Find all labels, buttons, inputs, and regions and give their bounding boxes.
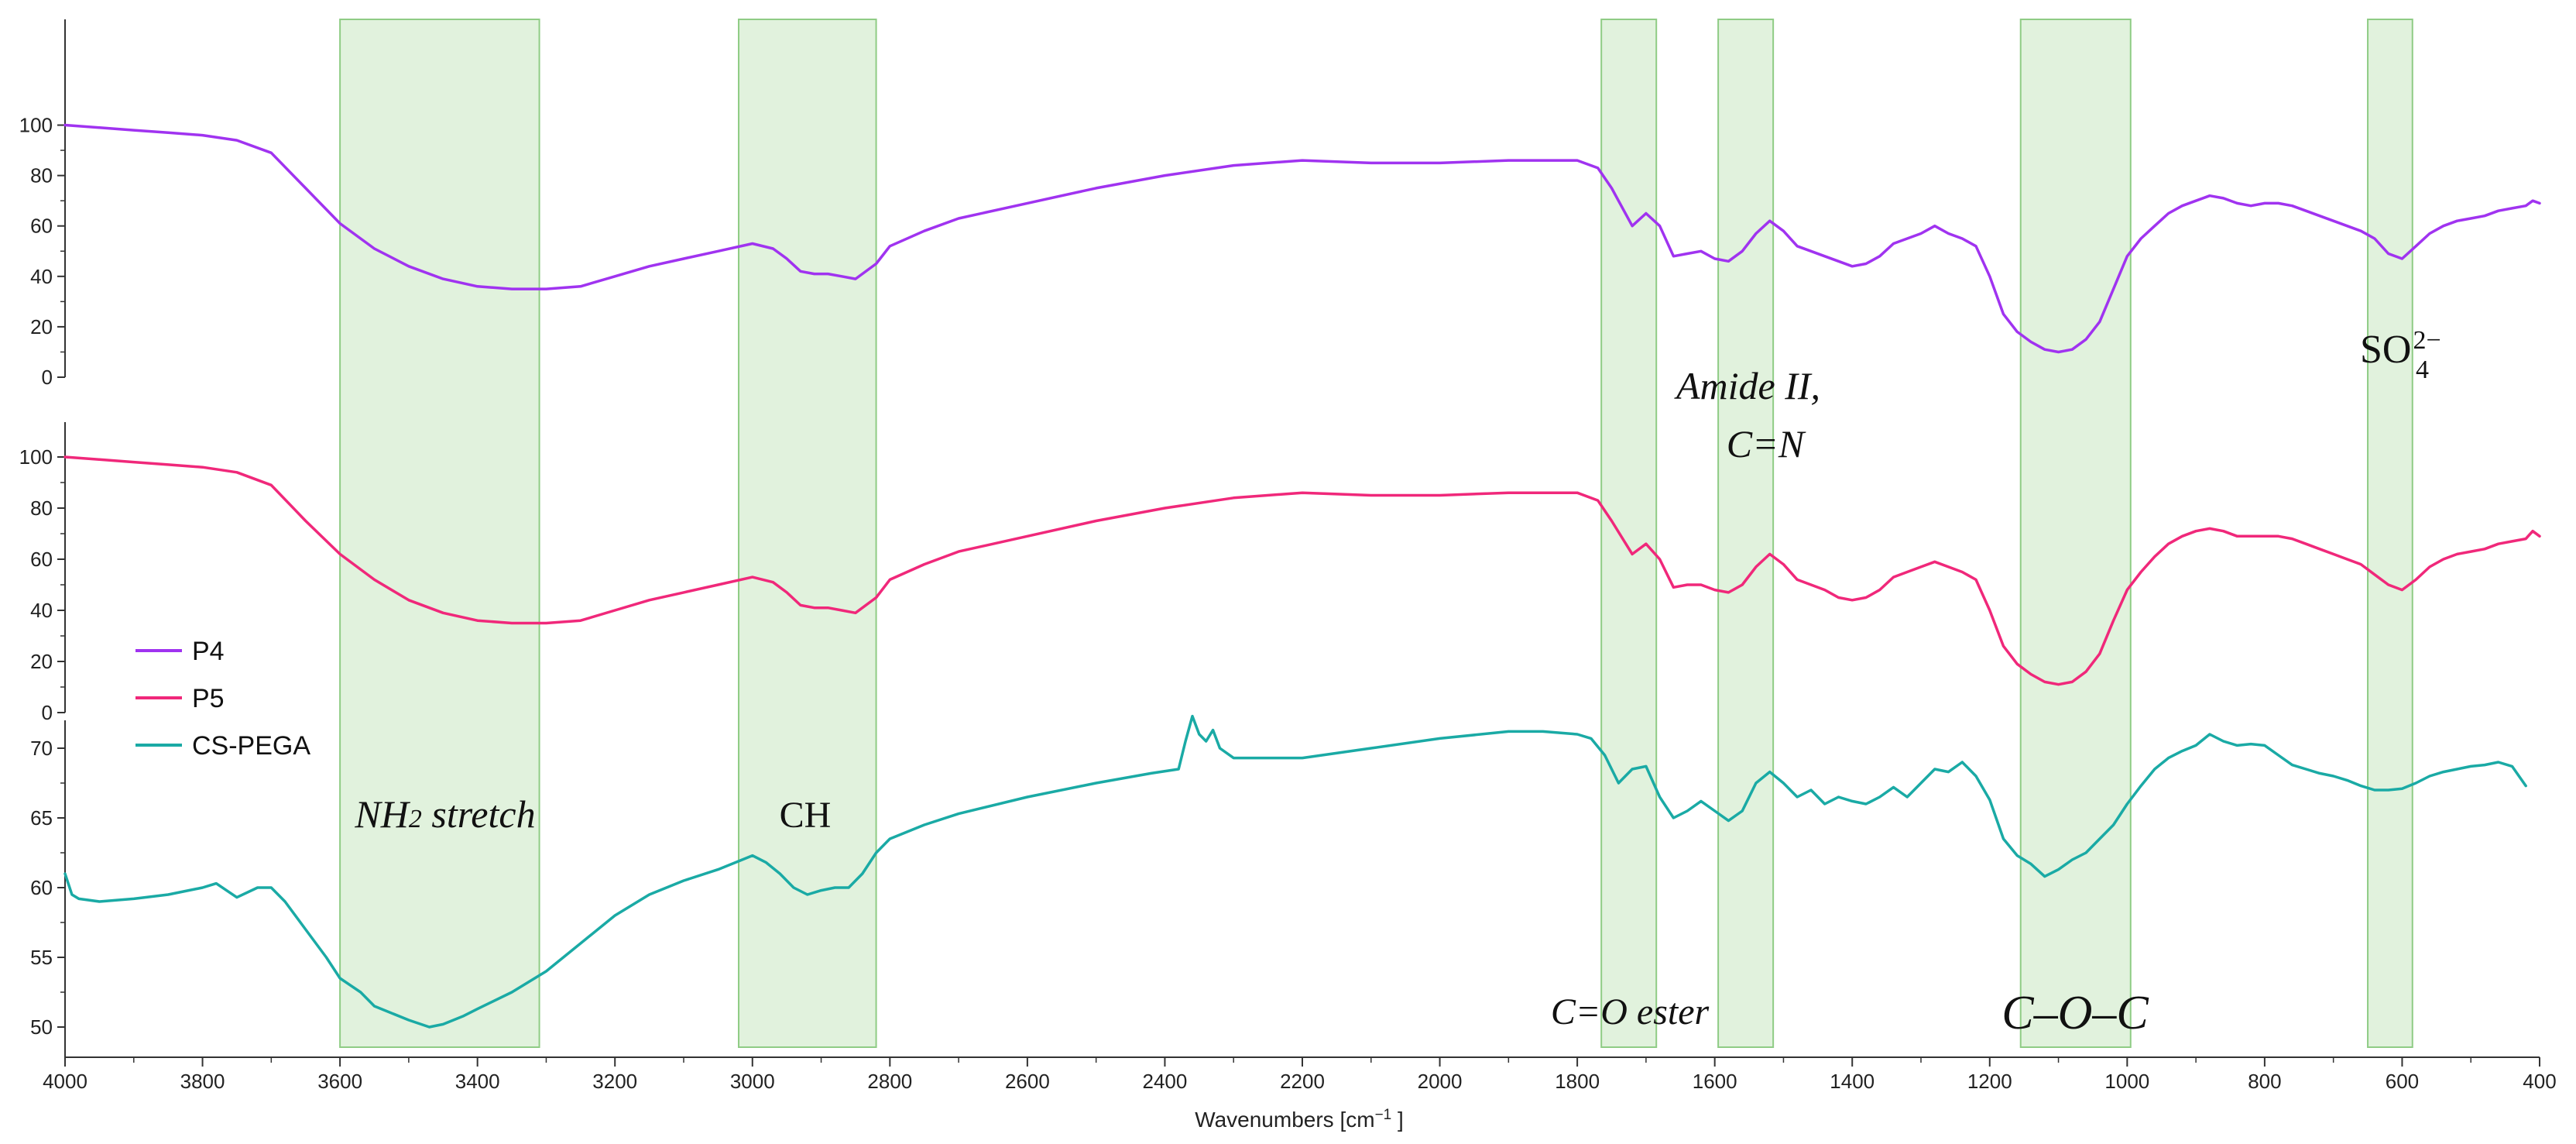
x-tick-label-2200: 2200 <box>1280 1070 1325 1093</box>
x-tick-label-3400: 3400 <box>455 1070 500 1093</box>
x-tick-label-3800: 3800 <box>180 1070 225 1093</box>
y-tick-label-p5-100: 100 <box>19 445 53 469</box>
series-line-p4 <box>63 123 2541 354</box>
x-tick-label-3200: 3200 <box>592 1070 637 1093</box>
y-tick-label-cs-pega-50: 50 <box>30 1015 53 1039</box>
annotation-amide-line1: Amide II, <box>1674 364 1820 407</box>
x-tick-label-2400: 2400 <box>1143 1070 1188 1093</box>
x-tick-label-2800: 2800 <box>867 1070 912 1093</box>
legend-label-cs-pega: CS-PEGA <box>192 731 310 761</box>
highlight-band-3 <box>1717 19 1775 1048</box>
y-tick-label-cs-pega-65: 65 <box>30 806 53 830</box>
y-tick-label-p5-20: 20 <box>30 650 53 673</box>
y-tick-label-p4-60: 60 <box>30 215 53 238</box>
annotation-so4-sup: 2− <box>2413 326 2441 355</box>
y-tick-label-cs-pega-55: 55 <box>30 946 53 969</box>
highlight-band-4 <box>2019 19 2132 1048</box>
y-tick-label-cs-pega-70: 70 <box>30 737 53 760</box>
x-tick-label-800: 800 <box>2248 1070 2281 1093</box>
highlight-band-2 <box>1600 19 1658 1048</box>
x-tick-label-2000: 2000 <box>1418 1070 1463 1093</box>
x-tick-label-600: 600 <box>2386 1070 2419 1093</box>
series-line-cs-pega <box>63 714 2527 1029</box>
highlight-band-0 <box>339 19 540 1048</box>
x-tick-label-1800: 1800 <box>1555 1070 1600 1093</box>
x-tick-label-2600: 2600 <box>1005 1070 1050 1093</box>
y-tick-label-p4-20: 20 <box>30 315 53 338</box>
annotation-so4-sub: 4 <box>2416 356 2429 384</box>
x-tick-label-1000: 1000 <box>2104 1070 2149 1093</box>
y-tick-label-p5-80: 80 <box>30 496 53 520</box>
legend-label-p4: P4 <box>192 637 225 666</box>
x-tick-label-1400: 1400 <box>1830 1070 1875 1093</box>
highlight-band-1 <box>738 19 877 1048</box>
x-tick-label-1200: 1200 <box>1967 1070 2012 1093</box>
annotation-ch: CH <box>780 795 832 836</box>
y-tick-label-p4-0: 0 <box>42 366 53 389</box>
y-tick-label-p5-60: 60 <box>30 548 53 571</box>
bands-layer <box>339 19 2413 1048</box>
y-tick-label-cs-pega-60: 60 <box>30 876 53 899</box>
legend: P4 P5 CS-PEGA <box>135 637 310 761</box>
series-line-p5 <box>63 455 2541 686</box>
annotation-amide-line2: C=N <box>1727 422 1806 466</box>
y-tick-label-p4-40: 40 <box>30 265 53 288</box>
legend-label-p5: P5 <box>192 684 225 713</box>
x-tick-label-4000: 4000 <box>43 1070 87 1093</box>
x-tick-label-1600: 1600 <box>1693 1070 1737 1093</box>
x-axis-title-sup: −1 <box>1375 1107 1392 1123</box>
x-tick-label-400: 400 <box>2523 1070 2556 1093</box>
y-tick-label-p5-40: 40 <box>30 599 53 622</box>
annotation-coc: C–O–C <box>2001 987 2149 1039</box>
y-tick-label-p5-0: 0 <box>42 701 53 724</box>
x-axis-title: Wavenumbers [cm−1 ] <box>1195 1107 1404 1132</box>
x-tick-label-3600: 3600 <box>317 1070 362 1093</box>
highlight-band-5 <box>2367 19 2413 1048</box>
annotation-nh2-stretch: NH2 stretch <box>354 792 535 836</box>
annotation-so4: SO2− 4 <box>2360 326 2441 384</box>
annotation-co-ester: C=O ester <box>1551 991 1710 1032</box>
axes-layer: 4000 3800 3600 3400 3200 3000 2800 2600 2400 2200… <box>19 19 2557 1093</box>
y-tick-label-p4-80: 80 <box>30 164 53 187</box>
y-tick-label-p4-100: 100 <box>19 114 53 137</box>
x-tick-label-3000: 3000 <box>730 1070 775 1093</box>
series-layer <box>63 123 2541 1029</box>
